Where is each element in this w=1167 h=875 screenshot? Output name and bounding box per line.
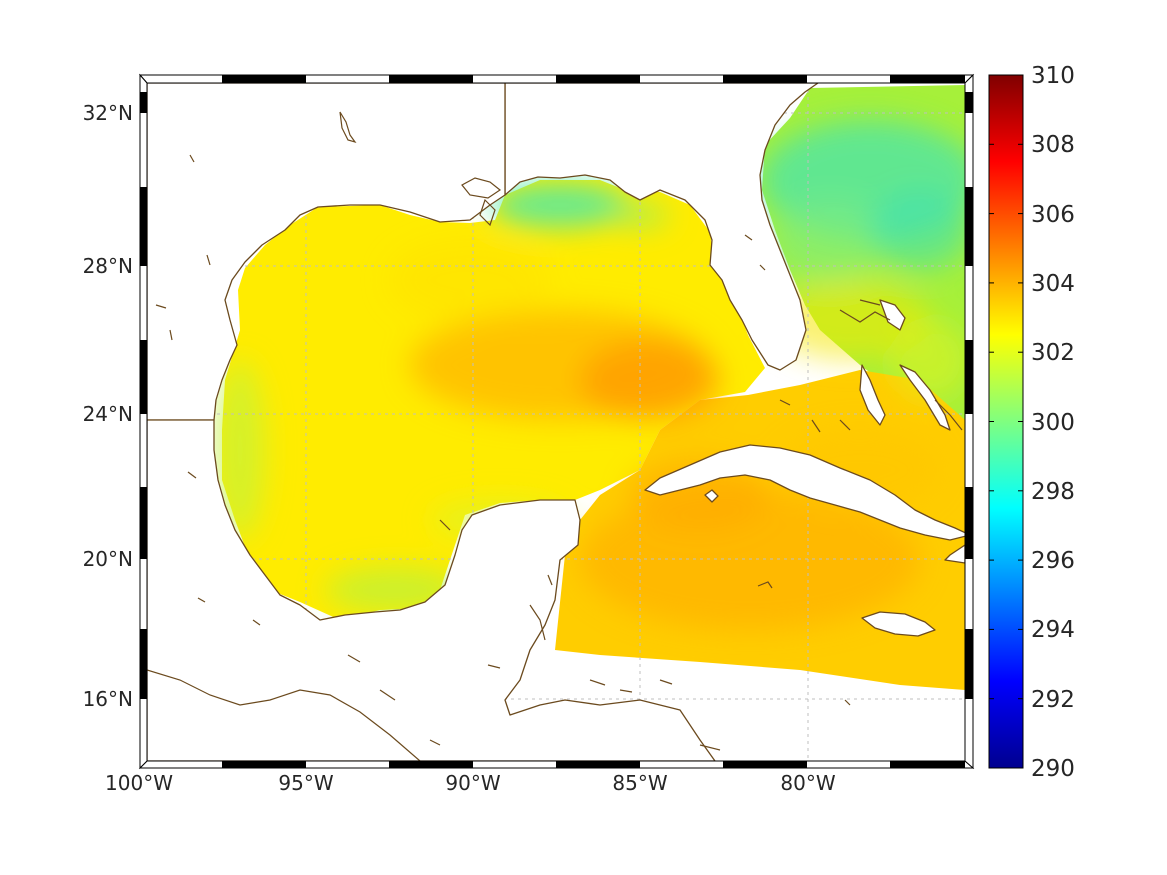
lat-tick-label: 16°N [83,687,133,711]
colorbar-tick-label: 292 [1031,687,1075,713]
coastline-details [147,111,963,761]
map-frame [138,73,975,770]
cuba [644,444,965,541]
colorbar-tick-label: 302 [1031,340,1075,366]
colorbar-gradient [988,74,1024,769]
lon-tick-label: 90°W [445,771,500,795]
colorbar-tick-label: 298 [1031,479,1075,505]
hispaniola [944,544,965,564]
colorbar-tick-label: 296 [1031,548,1075,574]
map-area [147,83,965,761]
latitude-axis: 32°N 28°N 24°N 20°N 16°N [83,101,133,711]
colorbar-tick-label: 308 [1031,132,1075,158]
lat-tick-label: 32°N [83,101,133,125]
longitude-axis: 100°W 95°W 90°W 85°W 80°W [105,771,836,795]
colorbar-tick-label: 290 [1031,756,1075,782]
us-gulf-coast [147,83,506,421]
colorbar: 310 308 306 304 302 300 298 296 294 292 … [988,63,1075,782]
colorbar-ticks [989,74,1023,769]
lon-tick-label: 95°W [278,771,333,795]
lat-tick-label: 28°N [83,254,133,278]
lon-tick-label: 85°W [612,771,667,795]
lon-tick-label: 100°W [105,771,173,795]
sst-gradients [215,120,965,630]
colorbar-labels: 310 308 306 304 302 300 298 296 294 292 … [1031,63,1075,782]
land-masses [147,83,965,761]
colorbar-tick-label: 300 [1031,410,1075,436]
colorbar-tick-label: 310 [1031,63,1075,89]
lat-tick-label: 24°N [83,402,133,426]
bahamas-eleuthera [899,364,951,431]
mexico-mainland [147,419,716,761]
colorbar-tick-label: 294 [1031,617,1075,643]
lat-tick-label: 20°N [83,547,133,571]
jamaica [861,611,936,637]
florida-peninsula [504,83,819,371]
colorbar-tick-label: 306 [1031,202,1075,228]
lon-tick-label: 80°W [780,771,835,795]
colorbar-tick-label: 304 [1031,271,1075,297]
isle-of-youth [704,489,719,503]
andros-island [859,364,886,426]
